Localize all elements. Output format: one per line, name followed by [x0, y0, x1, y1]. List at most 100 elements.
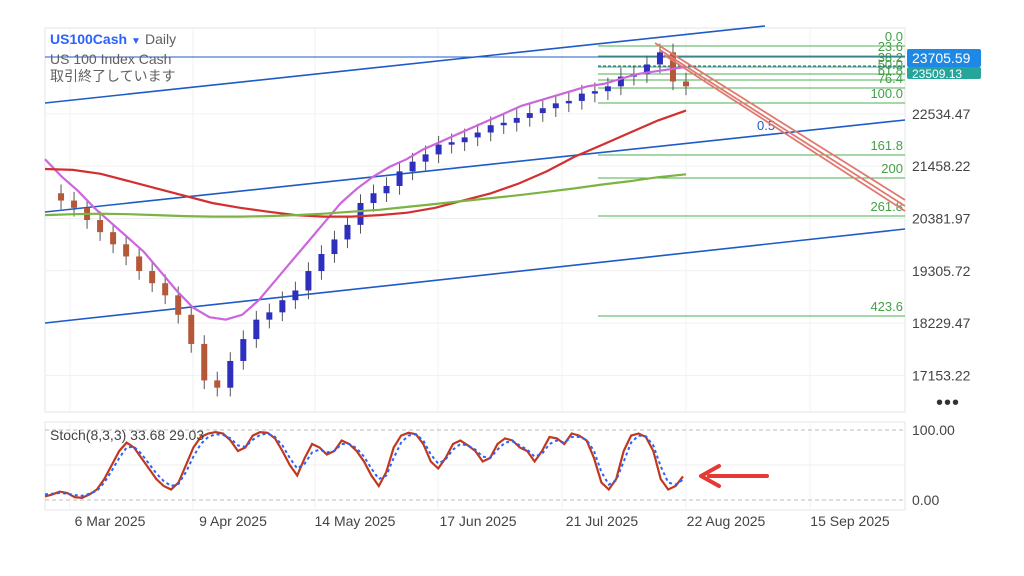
- price-tick-label: 22534.47: [912, 106, 971, 122]
- candle-body: [162, 283, 169, 296]
- candle-body: [487, 125, 494, 133]
- fib-level-label: 0.0: [885, 29, 903, 44]
- price-tick-label: 21458.22: [912, 158, 971, 174]
- candle-body: [136, 256, 143, 272]
- stoch-tick-label: 0.00: [912, 492, 939, 508]
- more-options-icon[interactable]: •••: [936, 392, 961, 414]
- candle-body: [188, 314, 195, 344]
- candle-body: [669, 52, 676, 82]
- channel-line: [44, 25, 766, 104]
- candle-body: [656, 52, 663, 65]
- diagonal-trendlines: [654, 42, 906, 212]
- candle-body: [370, 193, 377, 203]
- candle-body: [683, 81, 689, 87]
- candle-body: [383, 185, 390, 194]
- timeframe-label: Daily: [144, 31, 177, 47]
- ma-long-line: [44, 173, 687, 218]
- date-tick-label: 14 May 2025: [315, 513, 396, 529]
- candle-body: [539, 108, 546, 114]
- candle-body: [123, 244, 130, 257]
- price-axis: 17153.22 18229.47 19305.72 20381.97 21458.22…: [907, 49, 981, 383]
- price-tick-label: 18229.47: [912, 315, 971, 331]
- candle-body: [643, 64, 650, 75]
- price-tick-label: 20381.97: [912, 210, 971, 226]
- secondary-price-label: 23509.13: [912, 67, 962, 81]
- downtrend-line: [663, 54, 906, 212]
- red-arrow-annotation: [699, 464, 769, 488]
- grid: [44, 27, 906, 511]
- candle-body: [214, 380, 221, 388]
- candle-body: [617, 76, 624, 87]
- candle-body: [513, 117, 520, 123]
- ma-mid-line: [44, 109, 687, 218]
- candle-body: [448, 142, 455, 145]
- candle-body: [461, 137, 468, 143]
- symbol-header[interactable]: US100Cash ▼ Daily: [50, 31, 176, 47]
- price-tick-label: 17153.22: [912, 367, 971, 383]
- ma-short-line: [44, 65, 687, 321]
- dropdown-icon[interactable]: ▼: [131, 36, 141, 47]
- current-price-label: 23705.59: [912, 50, 971, 66]
- candle-body: [526, 113, 533, 118]
- fib-level-label: 50.0: [878, 57, 903, 72]
- stoch-d-line: [44, 432, 684, 497]
- candle-body: [409, 161, 416, 172]
- date-tick-label: 17 Jun 2025: [439, 513, 516, 529]
- stoch-k-line: [44, 430, 684, 500]
- channel-line: [44, 228, 906, 324]
- candle-body: [110, 232, 117, 245]
- candle-body: [253, 319, 260, 340]
- symbol-name[interactable]: US100Cash: [50, 31, 128, 47]
- fib-level-label: 261.8: [870, 199, 903, 214]
- candle-body: [435, 144, 442, 155]
- candle-body: [344, 224, 351, 240]
- current-price-badge: [907, 49, 981, 67]
- fib-level-label: 161.8: [870, 138, 903, 153]
- stoch-plot-frame: [44, 421, 906, 511]
- candle-body: [305, 271, 312, 291]
- candle-body: [331, 239, 338, 255]
- downtrend-line: [659, 49, 906, 207]
- stoch-tick-label: 100.00: [912, 422, 955, 438]
- date-tick-label: 9 Apr 2025: [199, 513, 267, 529]
- candle-body: [149, 271, 156, 284]
- date-tick-label: 21 Jul 2025: [566, 513, 639, 529]
- candle-body: [591, 91, 598, 94]
- candle-body: [396, 171, 403, 186]
- candle-body: [565, 100, 572, 104]
- date-tick-label: 6 Mar 2025: [75, 513, 146, 529]
- candle-body: [240, 339, 247, 361]
- candle-body: [266, 312, 273, 320]
- downtrend-line: [654, 42, 906, 201]
- fib-level-label: 76.4: [878, 71, 903, 86]
- candle-body: [357, 202, 364, 225]
- time-axis: 6 Mar 2025 9 Apr 2025 14 May 2025 17 Jun 20…: [75, 513, 890, 529]
- main-plot-frame: [44, 27, 906, 413]
- fibonacci-extension: 0.023.638.250.061.876.4100.0161.8200261.…: [45, 29, 905, 317]
- fib-level-label: 423.6: [870, 299, 903, 314]
- candle-body: [97, 220, 104, 233]
- secondary-price-badge: [907, 67, 981, 79]
- candle-body: [552, 103, 559, 109]
- candle-body: [422, 154, 429, 162]
- stochastic-panel: 100.00 0.00 Stoch(8,3,3) 33.68 29.03: [44, 422, 955, 508]
- fib-level-label: 61.8: [878, 63, 903, 78]
- candle-body: [227, 360, 234, 388]
- candle-body: [474, 132, 481, 138]
- market-status: 取引終了しています: [50, 68, 176, 84]
- stoch-title: Stoch(8,3,3) 33.68 29.03: [50, 427, 204, 443]
- candle-body: [175, 295, 182, 315]
- instrument-name: US 100 Index Cash: [50, 51, 172, 67]
- fib-level-label: 23.6: [878, 39, 903, 54]
- candle-body: [292, 290, 299, 301]
- channel-label: 0.5: [757, 118, 775, 133]
- fib-level-label: 100.0: [870, 86, 903, 101]
- date-tick-label: 15 Sep 2025: [810, 513, 890, 529]
- price-series: [44, 65, 687, 321]
- candle-body: [578, 93, 585, 101]
- candle-body: [279, 300, 286, 313]
- candlesticks: [58, 43, 689, 397]
- candle-body: [71, 200, 78, 208]
- date-tick-label: 22 Aug 2025: [687, 513, 766, 529]
